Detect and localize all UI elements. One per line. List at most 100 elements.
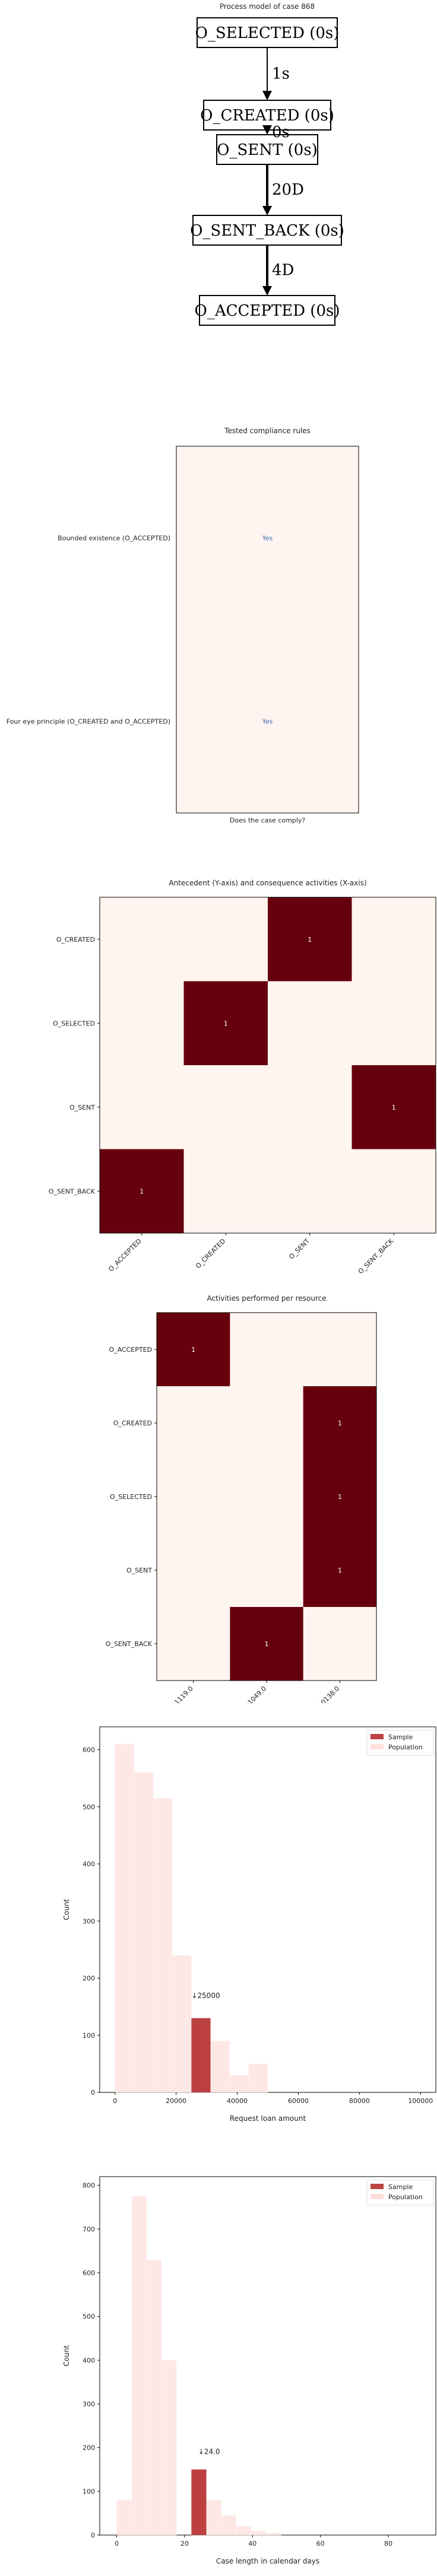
population-bar bbox=[206, 2499, 221, 2536]
population-bar bbox=[229, 2075, 249, 2093]
population-bar bbox=[251, 2530, 267, 2536]
y-tick-label: O_CREATED bbox=[56, 936, 95, 944]
x-axis-label: Case length in calendar days bbox=[216, 2557, 319, 2565]
legend-swatch-population bbox=[370, 1744, 384, 1749]
population-bar bbox=[248, 2063, 268, 2093]
heatmap-cell bbox=[183, 981, 268, 1065]
y-tick-label: 500 bbox=[83, 2313, 95, 2321]
x-tick-label: 10138.0 bbox=[316, 1685, 341, 1703]
population-bar bbox=[161, 2360, 177, 2536]
population-bar bbox=[210, 2041, 230, 2093]
population-bar bbox=[236, 2526, 252, 2536]
activities-per-resource-heatmap: Activities performed per resource 1 1 1 1 1 O_… bbox=[106, 1294, 377, 1703]
heatmap-cell bbox=[157, 1313, 230, 1386]
chart-title: Antecedent (Y-axis) and consequence acti… bbox=[169, 879, 366, 887]
process-edge-label: 1s bbox=[272, 65, 290, 83]
y-axis-label: Count bbox=[62, 1899, 71, 1920]
cell-value: 1 bbox=[392, 1104, 396, 1111]
y-tick-label: 0 bbox=[91, 2089, 95, 2097]
process-edge-label: 20D bbox=[272, 181, 304, 199]
process-node bbox=[192, 215, 342, 246]
heatmap-cell bbox=[268, 897, 352, 982]
heatmap-cell bbox=[303, 1533, 376, 1607]
process-edge-arrowhead bbox=[262, 91, 272, 100]
legend-label-population: Population bbox=[388, 2193, 423, 2201]
y-tick-label: O_SELECTED bbox=[53, 1019, 95, 1027]
row-label: Four eye principle (O_CREATED and O_ACCE… bbox=[7, 718, 170, 726]
y-tick-label: 600 bbox=[83, 2269, 95, 2277]
cell-value: 1 bbox=[191, 1346, 195, 1354]
x-tick-label: 80 bbox=[384, 2540, 392, 2548]
x-tick-label: 80000 bbox=[349, 2097, 370, 2105]
chart-title: Tested compliance rules bbox=[224, 427, 311, 435]
process-edge-arrowhead bbox=[262, 286, 272, 296]
x-tick-label: O_CREATED bbox=[194, 1237, 227, 1270]
population-bar bbox=[221, 2515, 237, 2536]
population-bar bbox=[116, 2499, 132, 2536]
cell-value: 1 bbox=[338, 1493, 342, 1501]
x-axis-label: Request loan amount bbox=[230, 2114, 306, 2123]
y-tick-label: 100 bbox=[83, 2032, 95, 2040]
process-node-label: O_SELECTED (0s) bbox=[195, 24, 340, 42]
legend-swatch-population bbox=[370, 2194, 384, 2199]
sample-bar bbox=[191, 2469, 207, 2535]
y-tick-label: 800 bbox=[83, 2182, 95, 2190]
population-bar bbox=[153, 1798, 173, 2093]
heatmap-cell bbox=[100, 1149, 184, 1233]
antecedent-consequence-heatmap: Antecedent (Y-axis) and consequence acti… bbox=[49, 879, 436, 1275]
x-tick-label: 20000 bbox=[166, 2097, 186, 2105]
population-bar bbox=[146, 2259, 162, 2536]
y-tick-label: O_SENT bbox=[126, 1567, 152, 1574]
y-tick-label: 700 bbox=[83, 2225, 95, 2233]
y-tick-label: 400 bbox=[83, 2356, 95, 2364]
x-tick-label: 0 bbox=[113, 2097, 117, 2105]
process-node bbox=[203, 100, 331, 131]
x-tick-label: 20 bbox=[180, 2540, 189, 2548]
chart-title: Activities performed per resource bbox=[207, 1294, 327, 1303]
legend-label-population: Population bbox=[388, 1743, 423, 1751]
y-tick-label: 300 bbox=[83, 2400, 95, 2408]
heatmap-border bbox=[99, 897, 436, 1234]
process-node bbox=[197, 17, 338, 48]
table-background bbox=[176, 446, 359, 814]
cell-value: Yes bbox=[262, 535, 273, 542]
y-tick-label: O_SENT bbox=[69, 1104, 95, 1111]
y-tick-label: 600 bbox=[83, 1746, 95, 1754]
process-edge-arrowhead bbox=[262, 125, 272, 135]
heatmap-cell bbox=[352, 1065, 436, 1149]
y-tick-label: O_SELECTED bbox=[110, 1493, 152, 1501]
process-model-graph: Process model of case 868 O_SELECTED (0s)… bbox=[190, 2, 344, 326]
cell-value: 1 bbox=[265, 1640, 269, 1648]
sample-annotation: ↓24.0 bbox=[198, 2448, 220, 2456]
y-tick-label: O_SENT_BACK bbox=[49, 1187, 96, 1195]
heatmap-cell bbox=[303, 1386, 376, 1460]
process-node-label: O_SENT (0s) bbox=[217, 141, 318, 159]
process-node-label: O_ACCEPTED (0s) bbox=[195, 302, 340, 320]
cell-value: Yes bbox=[262, 718, 273, 726]
heatmap-cell bbox=[303, 1460, 376, 1533]
process-edge-arrowhead bbox=[262, 206, 272, 215]
process-edge-label: 4D bbox=[272, 262, 294, 279]
cell-value: 1 bbox=[308, 936, 312, 944]
x-tick-label: O_SENT bbox=[287, 1237, 311, 1261]
y-tick-label: 500 bbox=[83, 1803, 95, 1811]
cell-value: 1 bbox=[338, 1419, 342, 1427]
x-tick-label: 60 bbox=[316, 2540, 325, 2548]
heatmap-cell bbox=[230, 1607, 303, 1681]
x-tick-label: 11049.0 bbox=[243, 1685, 268, 1703]
legend-swatch-sample bbox=[370, 1734, 384, 1739]
y-tick-label: 100 bbox=[83, 2488, 95, 2495]
case-length-histogram: ↓24.00 20 40 60 800100200300400500600700800C… bbox=[62, 2176, 436, 2565]
population-bar bbox=[131, 2196, 147, 2536]
cell-value: 1 bbox=[224, 1019, 228, 1027]
y-tick-label: 0 bbox=[91, 2531, 95, 2539]
legend-label-sample: Sample bbox=[388, 2183, 413, 2191]
x-tick-label: 40 bbox=[248, 2540, 256, 2548]
x-tick-label: O_SENT_BACK bbox=[357, 1237, 395, 1275]
legend-swatch-sample bbox=[370, 2184, 384, 2189]
x-tick-label: 100000 bbox=[408, 2097, 433, 2105]
chart-title: Process model of case 868 bbox=[220, 2, 315, 11]
y-tick-label: O_ACCEPTED bbox=[109, 1346, 152, 1354]
sample-bar bbox=[191, 2018, 211, 2092]
process-node-label: O_CREATED (0s) bbox=[200, 107, 334, 125]
